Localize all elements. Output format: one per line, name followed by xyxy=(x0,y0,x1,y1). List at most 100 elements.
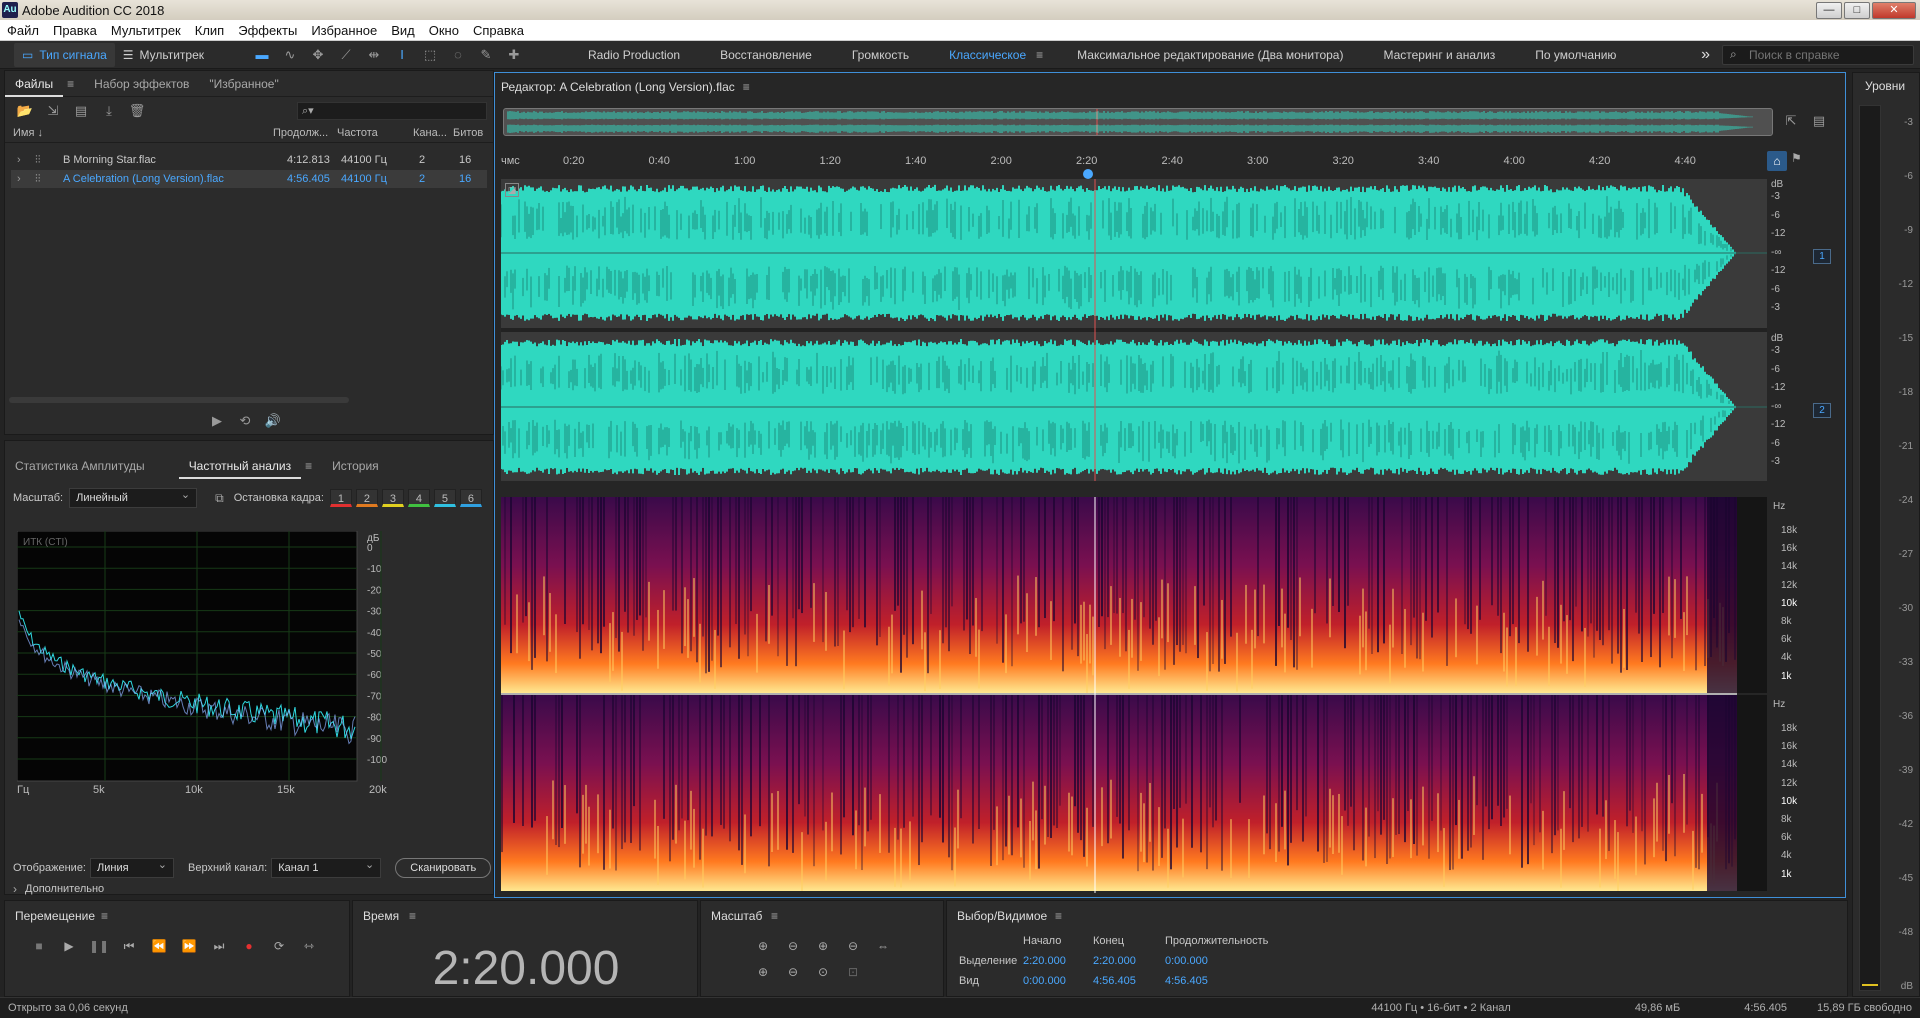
zoom-in-time-icon[interactable]: ⊕ xyxy=(817,939,829,953)
editor-menu-icon[interactable]: ≡ xyxy=(742,80,750,94)
selection-end-field[interactable]: 2:20.000 xyxy=(1093,955,1136,967)
playhead-handle[interactable] xyxy=(1083,169,1093,179)
tab-effects-rack[interactable]: Набор эффектов xyxy=(94,76,190,91)
overview-bar[interactable] xyxy=(503,108,1773,136)
zoom-out-amplitude-icon[interactable]: ⊖ xyxy=(787,939,799,953)
go-to-end-icon[interactable]: ⏭ xyxy=(213,939,225,953)
zoom-out-full-time-icon[interactable]: ⇔ xyxy=(877,939,889,953)
view-duration-field[interactable]: 4:56.405 xyxy=(1165,975,1208,987)
time-display[interactable]: 2:20.000 xyxy=(432,942,620,995)
new-file-icon[interactable]: ▤ xyxy=(74,103,88,118)
col-duration[interactable]: Продолж... xyxy=(273,127,329,139)
tab-favorites[interactable]: "Избранное" xyxy=(209,76,279,91)
lasso-tool-icon[interactable]: ◌ xyxy=(454,46,462,62)
play-icon[interactable]: ▶ xyxy=(64,939,74,953)
spectral-display[interactable] xyxy=(501,497,1767,893)
tab-amplitude-statistics[interactable]: Статистика Амплитуды xyxy=(15,459,145,473)
workspace-menu-icon[interactable]: ≡ xyxy=(1036,47,1044,62)
freeze-frame-button[interactable]: 6 xyxy=(459,489,482,507)
scale-select[interactable]: Линейный xyxy=(69,486,198,508)
zoom-in-amplitude-icon[interactable]: ⊕ xyxy=(757,939,769,953)
channel-toggle-button[interactable]: 2 xyxy=(1813,403,1831,418)
overview-settings-icon[interactable]: ▤ xyxy=(1812,113,1826,128)
menu-edit[interactable]: Правка xyxy=(52,22,97,38)
more-label[interactable]: Дополнительно xyxy=(25,883,105,895)
time-menu-icon[interactable]: ≡ xyxy=(409,909,417,923)
workspace-mastering[interactable]: Мастеринг и анализ xyxy=(1383,47,1496,62)
zoom-fit-icon[interactable]: ⊡ xyxy=(847,965,859,979)
expand-chevron-icon[interactable]: › xyxy=(17,173,21,185)
frequency-graph[interactable]: 0 -10 -20 -30 -40 -50 -60 -70 -80 -90 -100 дБ Гц 5k 10… xyxy=(16,530,437,796)
stop-icon[interactable]: ■ xyxy=(35,939,43,953)
menu-file[interactable]: Файл xyxy=(7,22,39,38)
marker-icon[interactable]: ⚑ xyxy=(1791,151,1802,165)
file-row[interactable]: › ⫶⫶ B Morning Star.flac 4:12.813 44100 … xyxy=(11,151,487,169)
file-row-selected[interactable]: › ⫶⫶ A Celebration (Long Version).flac 4… xyxy=(11,170,487,188)
go-to-start-icon[interactable]: ⏮ xyxy=(123,939,135,953)
pause-icon[interactable]: ❚❚ xyxy=(88,939,110,953)
workspace-max-edit[interactable]: Максимальное редактирование (Два монитор… xyxy=(1077,47,1344,62)
more-chevron-icon[interactable]: › xyxy=(13,882,17,896)
freeze-frame-button[interactable]: 1 xyxy=(329,489,352,507)
slip-tool-icon[interactable]: ⇹ xyxy=(368,46,380,62)
move-tool-icon[interactable]: ✥ xyxy=(312,46,324,62)
freeze-frame-button[interactable]: 3 xyxy=(381,489,404,507)
tab-history[interactable]: История xyxy=(332,459,379,473)
files-panel-menu-icon[interactable]: ≡ xyxy=(67,76,75,91)
scan-button[interactable]: Сканировать xyxy=(395,858,492,878)
waveform-view-icon[interactable]: ▬ xyxy=(255,46,269,62)
menu-favorites[interactable]: Избранное xyxy=(311,22,378,38)
menu-multitrack[interactable]: Мультитрек xyxy=(110,22,181,38)
workspace-default[interactable]: По умолчанию xyxy=(1535,47,1617,62)
preview-loop-icon[interactable]: ⟲ xyxy=(239,413,251,428)
col-bits[interactable]: Битов xyxy=(453,127,484,139)
rewind-icon[interactable]: ⏪ xyxy=(151,939,167,953)
selection-menu-icon[interactable]: ≡ xyxy=(1055,909,1063,923)
skip-selection-icon[interactable]: ⇿ xyxy=(303,939,315,953)
workspace-classic[interactable]: Классическое xyxy=(949,47,1027,62)
time-selection-tool-icon[interactable]: I xyxy=(400,46,404,62)
delete-file-icon[interactable]: 🗑 xyxy=(128,103,146,118)
marquee-tool-icon[interactable]: ⬚ xyxy=(423,46,437,62)
close-button[interactable]: ✕ xyxy=(1872,1,1916,19)
spot-healing-tool-icon[interactable]: ✚ xyxy=(508,46,520,62)
freeze-frame-button[interactable]: 5 xyxy=(433,489,456,507)
fast-forward-icon[interactable]: ⏩ xyxy=(181,939,197,953)
freq-panel-menu-icon[interactable]: ≡ xyxy=(305,459,313,473)
zoom-out-point-icon[interactable]: ⊖ xyxy=(787,965,799,979)
multitrack-mode-button[interactable]: ☰ Мультитрек xyxy=(115,44,212,66)
workspace-radio-production[interactable]: Radio Production xyxy=(588,47,681,62)
spectral-view-icon[interactable]: ∿ xyxy=(284,46,296,62)
loop-icon[interactable]: ⟳ xyxy=(273,939,285,953)
menu-help[interactable]: Справка xyxy=(472,22,524,38)
expand-chevron-icon[interactable]: › xyxy=(17,154,21,166)
menu-view[interactable]: Вид xyxy=(391,22,415,38)
display-select[interactable]: Линия xyxy=(90,856,174,878)
transport-menu-icon[interactable]: ≡ xyxy=(101,909,109,923)
freeze-frame-button[interactable]: 4 xyxy=(407,489,430,507)
zoom-out-time-icon[interactable]: ⊖ xyxy=(847,939,859,953)
zoom-out-full-icon[interactable]: ⇱ xyxy=(1785,113,1797,128)
workspace-overflow-button[interactable]: » xyxy=(1701,45,1710,63)
preview-autoplay-icon[interactable]: 🔊 xyxy=(264,413,282,428)
view-start-field[interactable]: 0:00.000 xyxy=(1023,975,1066,987)
col-channels[interactable]: Кана... xyxy=(413,127,447,139)
hud-toggle-icon[interactable]: ◪ xyxy=(505,183,519,197)
workspace-restoration[interactable]: Восстановление xyxy=(720,47,812,62)
insert-multitrack-icon[interactable]: ⤓ xyxy=(106,103,112,118)
razor-tool-icon[interactable]: ⟋ xyxy=(341,46,351,62)
selection-duration-field[interactable]: 0:00.000 xyxy=(1165,955,1208,967)
col-name[interactable]: Имя ↓ xyxy=(13,127,43,139)
menu-window[interactable]: Окно xyxy=(428,22,459,38)
menu-clip[interactable]: Клип xyxy=(194,22,225,38)
timeline-ruler[interactable]: чмс 0:20 0:40 1:00 1:20 1:40 2:00 2:20 2:40 3:00… xyxy=(501,155,1771,179)
files-scrollbar[interactable] xyxy=(9,397,349,403)
open-file-icon[interactable]: 📂 xyxy=(16,103,34,118)
tab-frequency-analysis[interactable]: Частотный анализ xyxy=(178,453,302,479)
zoom-selection-icon[interactable]: ⊙ xyxy=(817,965,829,979)
channel-toggle-button[interactable]: 1 xyxy=(1813,249,1831,264)
record-icon[interactable]: ● xyxy=(245,939,253,953)
waveform-display[interactable]: ◪ xyxy=(500,179,1767,481)
preview-play-icon[interactable]: ▶ xyxy=(212,413,222,428)
zoom-in-point-icon[interactable]: ⊕ xyxy=(757,965,769,979)
